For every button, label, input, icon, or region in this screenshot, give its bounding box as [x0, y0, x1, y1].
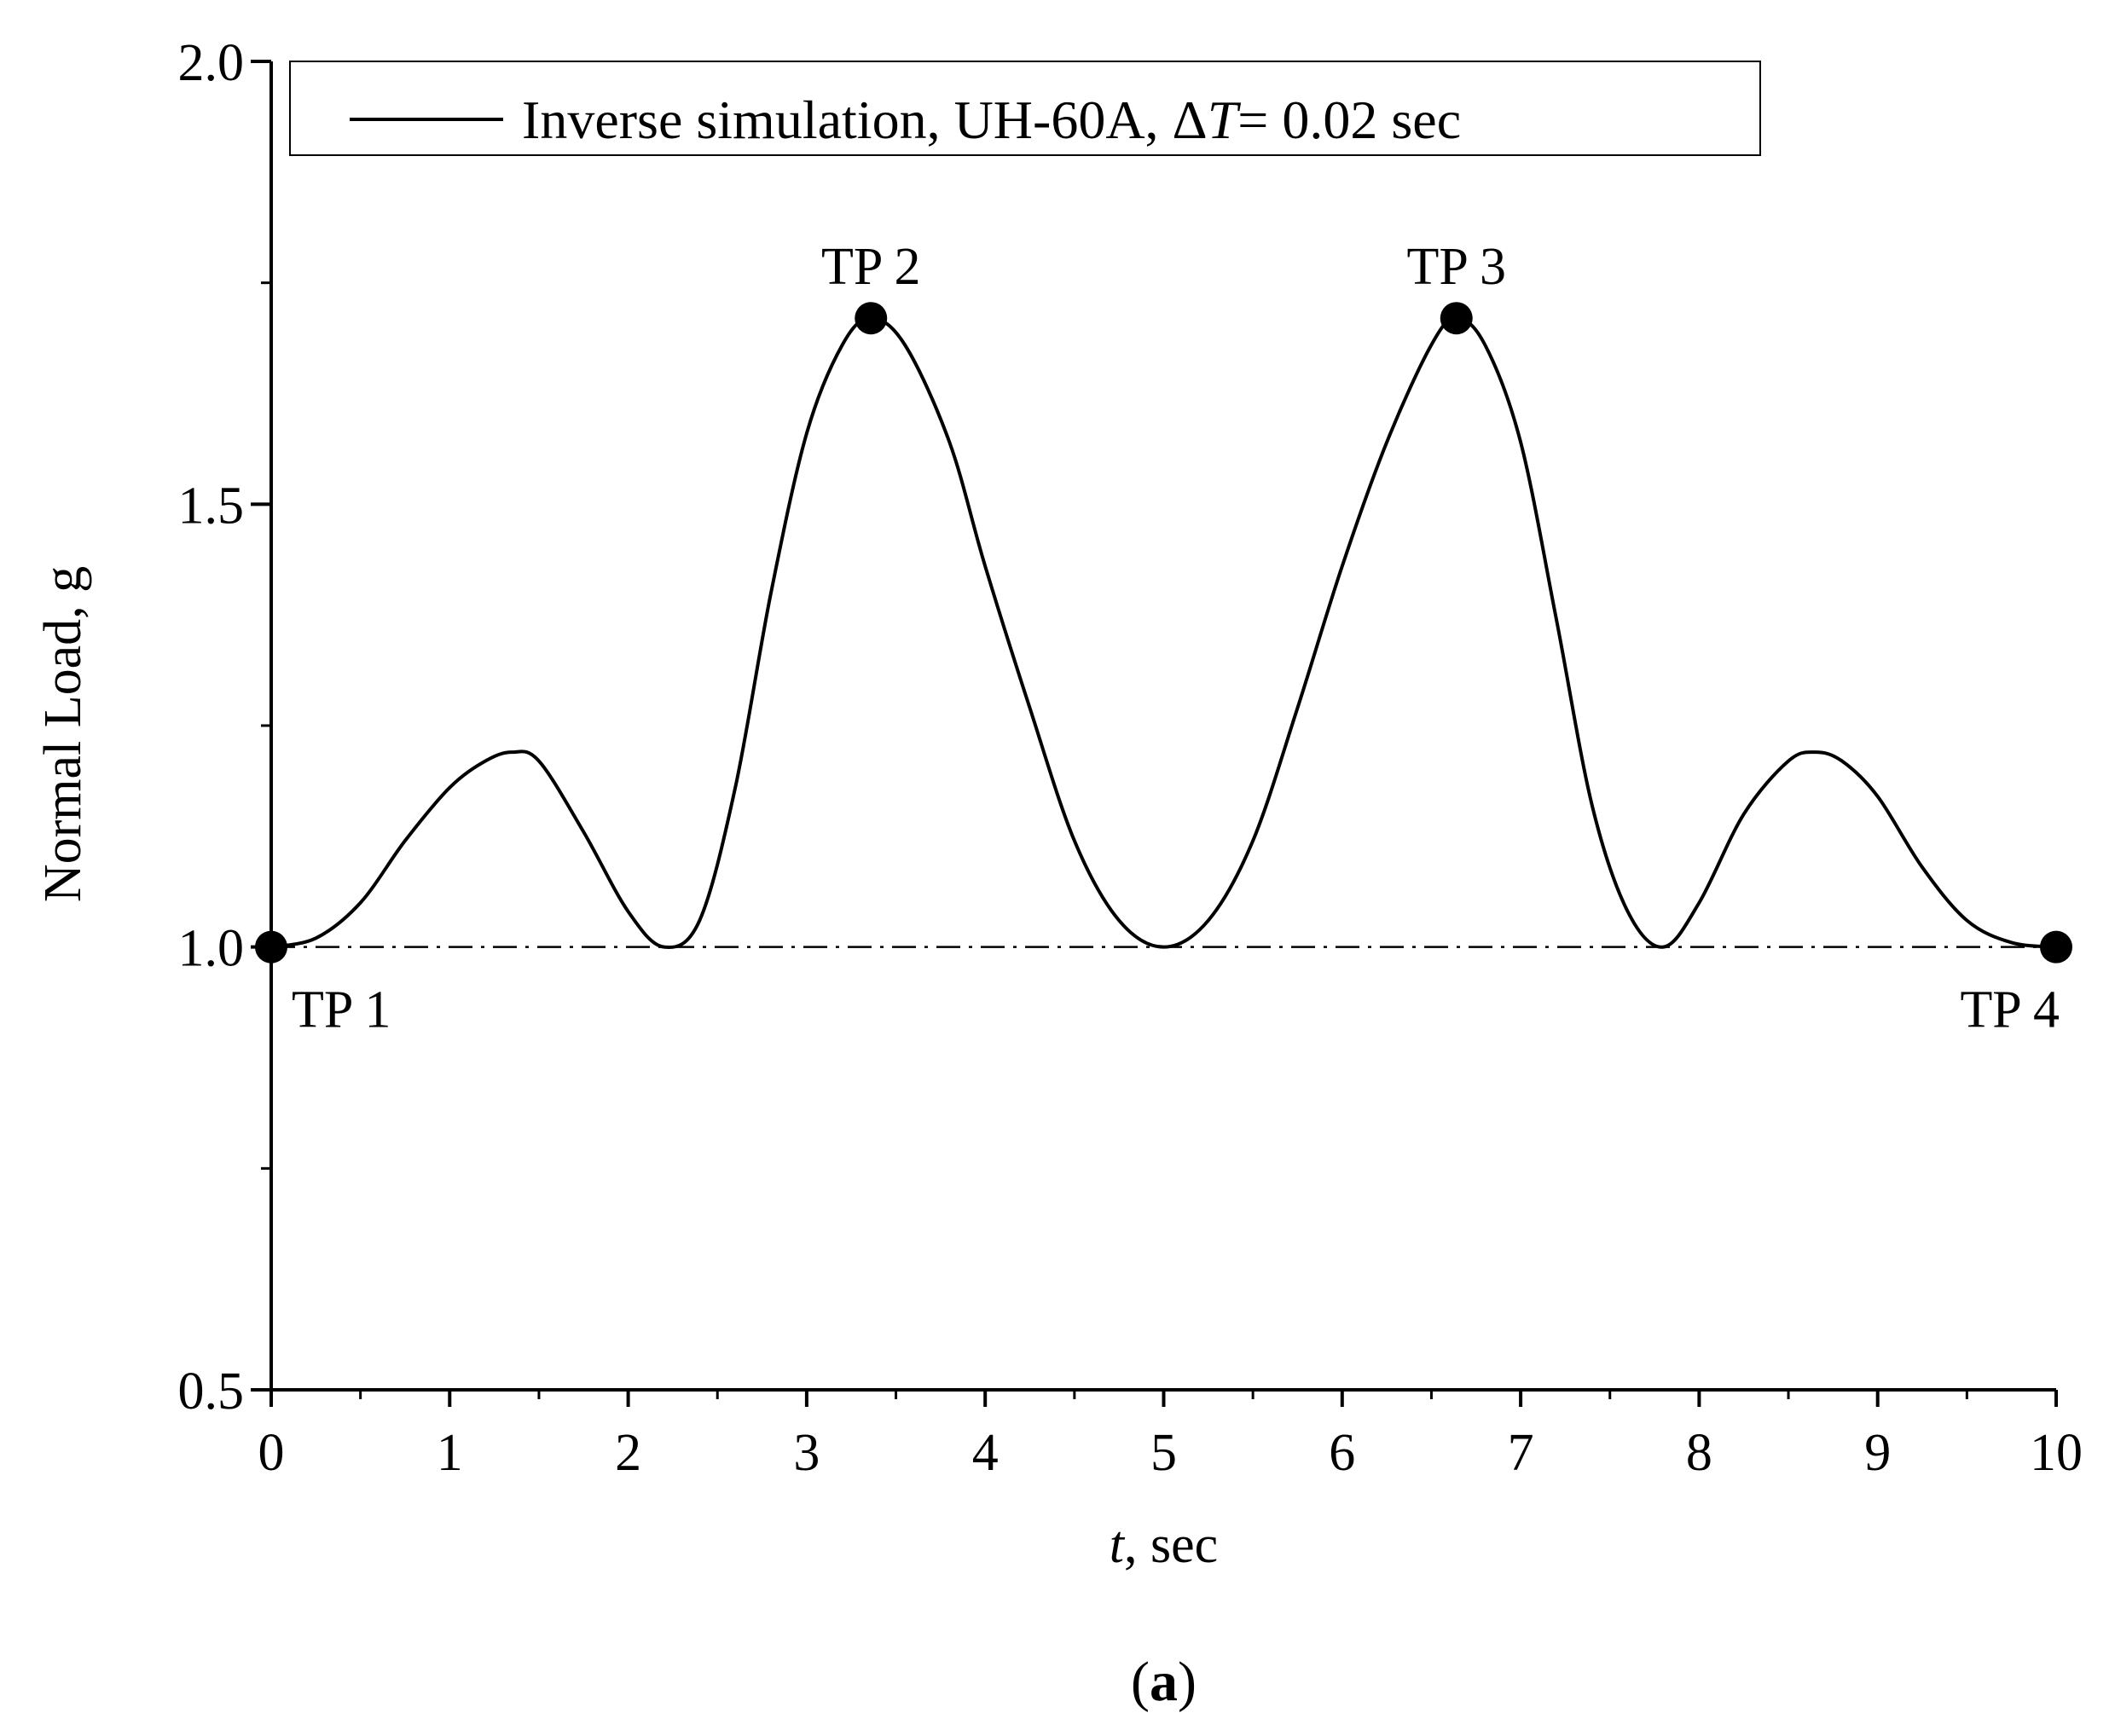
x-tick-label: 1 — [437, 1424, 463, 1482]
x-axis-title: t, sec — [1110, 1516, 1218, 1574]
x-axis-title-unit: , sec — [1124, 1516, 1218, 1574]
x-tick-label: 5 — [1150, 1424, 1177, 1482]
legend-label-variable: T — [1208, 90, 1242, 150]
annotations: TP 1 TP 2 TP 3 TP 4 (a) — [255, 238, 2072, 1713]
x-tick-label: 8 — [1686, 1424, 1712, 1482]
x-tick-label: 10 — [2030, 1424, 2083, 1482]
turning-point-label: TP 1 — [292, 981, 391, 1039]
turning-point-label: TP 2 — [821, 238, 921, 296]
y-tick-label: 1.5 — [178, 477, 245, 535]
x-tick-label: 7 — [1508, 1424, 1534, 1482]
x-tick-label: 2 — [615, 1424, 641, 1482]
turning-point-marker — [855, 302, 888, 335]
series-line — [270, 316, 2057, 950]
plot-area — [270, 316, 2057, 950]
y-axis-title: Normal Load, g — [34, 566, 92, 902]
panel-label-open: ( — [1131, 1651, 1150, 1713]
x-tick-label: 9 — [1864, 1424, 1891, 1482]
y-tick-label: 2.0 — [178, 34, 245, 92]
legend-label-suffix: = 0.02 sec — [1237, 90, 1461, 150]
turning-point-marker — [1440, 302, 1473, 335]
turning-point-marker — [2040, 930, 2072, 963]
axes: 0 1 2 3 4 5 6 7 8 9 10 0.5 1.0 1.5 2.0 t, sec Normal Loa… — [34, 34, 2083, 1574]
legend-label-prefix: Inverse simulation, UH-60A, — [522, 90, 1173, 150]
x-tick-label: 4 — [972, 1424, 999, 1482]
x-tick-label: 6 — [1329, 1424, 1355, 1482]
turning-point-label: TP 3 — [1406, 238, 1506, 296]
turning-point-marker — [255, 930, 287, 963]
legend-box — [289, 61, 1761, 156]
legend-label: Inverse simulation, UH-60A, ΔT= 0.02 sec — [522, 90, 1461, 150]
x-tick-label: 3 — [793, 1424, 820, 1482]
x-tick-label: 0 — [258, 1424, 285, 1482]
x-axis-title-variable: t — [1110, 1516, 1126, 1574]
y-tick-label: 1.0 — [178, 920, 245, 978]
panel-label-letter: a — [1150, 1651, 1178, 1713]
legend-label-delta: Δ — [1173, 90, 1208, 150]
turning-point-label: TP 4 — [1960, 981, 2060, 1039]
legend: Inverse simulation, UH-60A, ΔT= 0.02 sec — [289, 61, 1761, 156]
panel-label-close: ) — [1178, 1651, 1197, 1713]
panel-label: (a) — [1131, 1651, 1197, 1713]
y-tick-label: 0.5 — [178, 1363, 245, 1421]
